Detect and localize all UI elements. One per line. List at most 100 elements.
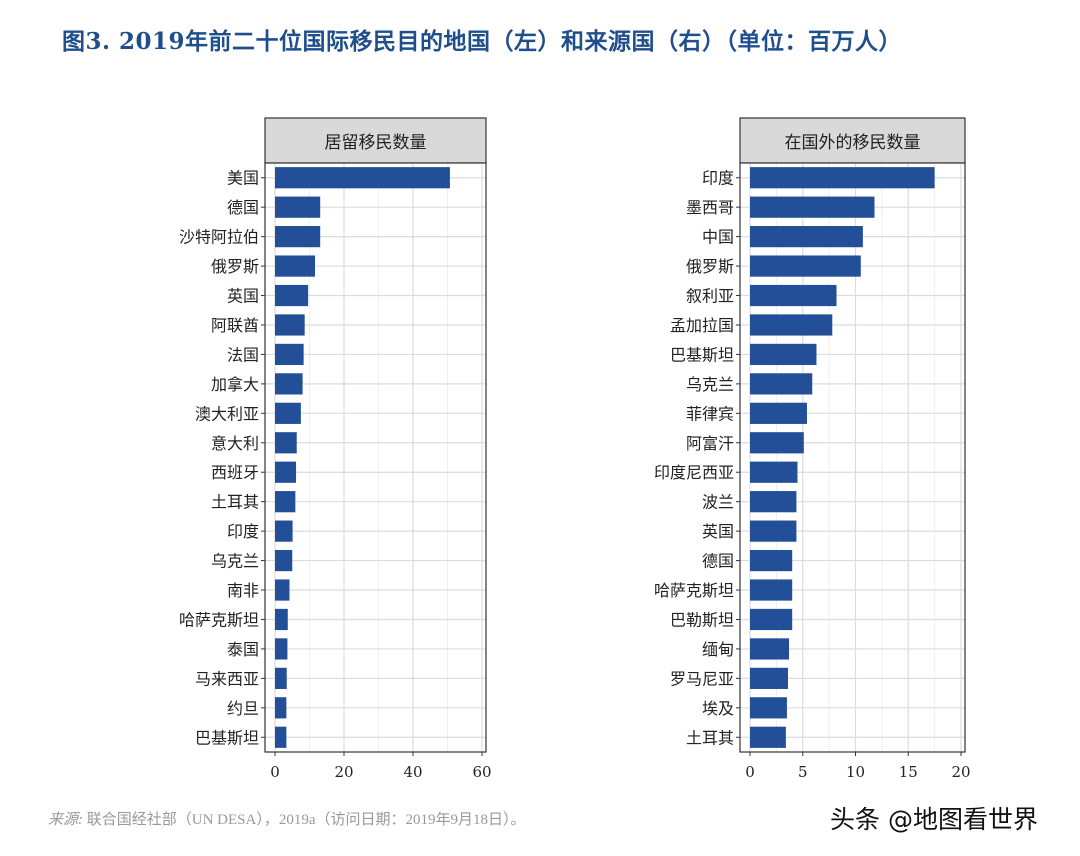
bar-埃及	[750, 697, 787, 719]
x-tick-label: 20	[951, 763, 970, 781]
y-tick-label: 印度尼西亚	[654, 463, 734, 482]
bar-阿联酋	[275, 314, 305, 336]
y-tick-label: 南非	[227, 581, 259, 600]
bar-乌克兰	[750, 373, 813, 395]
bar-巴勒斯坦	[750, 608, 793, 631]
y-tick-label: 英国	[702, 522, 734, 541]
y-tick-label: 加拿大	[211, 375, 259, 394]
y-tick-label: 西班牙	[211, 463, 259, 482]
y-tick-label: 印度	[227, 522, 259, 541]
y-tick-label: 孟加拉国	[670, 316, 734, 335]
bar-波兰	[750, 491, 797, 513]
bar-土耳其	[275, 491, 296, 513]
bar-哈萨克斯坦	[750, 579, 793, 601]
bar-美国	[275, 167, 450, 189]
bar-加拿大	[275, 373, 303, 395]
bar-乌克兰	[275, 549, 293, 572]
y-tick-label: 巴基斯坦	[195, 728, 259, 747]
plot-background	[740, 163, 965, 752]
y-tick-label: 乌克兰	[686, 375, 734, 394]
y-tick-label: 菲律宾	[686, 404, 734, 423]
bar-德国	[750, 549, 793, 572]
panel-strip	[739, 117, 966, 164]
bar-俄罗斯	[750, 255, 861, 277]
y-tick-label: 意大利	[211, 434, 259, 453]
y-tick-label: 土耳其	[211, 493, 259, 512]
y-tick-label: 土耳其	[686, 728, 734, 747]
bar-马来西亚	[275, 667, 287, 689]
y-tick-label: 德国	[702, 552, 734, 571]
bar-罗马尼亚	[750, 667, 788, 689]
origin-chart: 在国外的移民数量 0 5 10 15 20 印度墨西哥中国俄罗斯叙利亚孟加拉国巴基斯坦乌克兰…	[654, 117, 971, 781]
bar-土耳其	[750, 726, 786, 748]
x-tick-label: 40	[403, 763, 422, 781]
figure-title: 图3. 2019年前二十位国际移民目的地国（左）和来源国（右）（单位：百万人）	[62, 28, 903, 55]
destination-chart: 居留移民数量 0 20 40 60 美国德国沙特阿拉伯俄罗斯英国阿联酋法国加拿大澳大利亚意…	[179, 117, 492, 781]
bar-印度	[750, 167, 935, 189]
bar-约旦	[275, 697, 287, 719]
y-tick-label: 沙特阿拉伯	[179, 228, 259, 247]
bar-沙特阿拉伯	[275, 226, 321, 248]
y-tick-label: 罗马尼亚	[670, 669, 734, 688]
y-tick-label: 澳大利亚	[195, 404, 259, 423]
source-text: 联合国经社部（UN DESA），2019a（访问日期：2019年9月18日）。	[86, 812, 526, 828]
bar-印度	[275, 520, 293, 542]
bar-意大利	[275, 432, 297, 454]
bar-德国	[275, 196, 321, 218]
x-tick-label: 0	[745, 763, 755, 781]
bar-缅甸	[750, 638, 790, 660]
panel-strip	[264, 117, 487, 164]
y-tick-label: 哈萨克斯坦	[654, 581, 734, 600]
y-tick-label: 英国	[227, 287, 259, 306]
bar-阿富汗	[750, 432, 804, 454]
y-tick-label: 印度	[702, 169, 734, 188]
y-tick-label: 马来西亚	[195, 669, 259, 688]
y-tick-label: 美国	[227, 169, 259, 188]
bar-印度尼西亚	[750, 461, 798, 483]
y-tick-label: 埃及	[702, 699, 734, 718]
y-tick-label: 巴基斯坦	[670, 345, 734, 364]
y-tick-label: 俄罗斯	[211, 257, 259, 276]
y-tick-label: 泰国	[227, 640, 259, 659]
y-tick-label: 俄罗斯	[686, 257, 734, 276]
plot-background	[265, 163, 486, 752]
y-tick-label: 乌克兰	[211, 552, 259, 571]
x-tick-label: 10	[846, 763, 865, 781]
bar-菲律宾	[750, 402, 807, 424]
x-tick-label: 20	[334, 763, 353, 781]
bar-南非	[275, 579, 290, 601]
y-tick-label: 缅甸	[702, 640, 734, 659]
panel-title: 在国外的移民数量	[785, 133, 921, 153]
y-tick-label: 波兰	[702, 493, 734, 512]
y-tick-label: 中国	[702, 228, 734, 247]
x-tick-label: 15	[899, 763, 918, 781]
y-tick-label: 叙利亚	[686, 287, 734, 306]
y-tick-label: 阿富汗	[686, 434, 734, 453]
source-note: 来源: 联合国经社部（UN DESA），2019a（访问日期：2019年9月18…	[48, 808, 526, 829]
x-tick-label: 60	[472, 763, 491, 781]
y-tick-label: 墨西哥	[686, 198, 734, 217]
source-label: 来源:	[48, 812, 83, 828]
bar-中国	[750, 226, 863, 248]
bar-英国	[750, 520, 797, 542]
y-tick-label: 法国	[227, 345, 259, 364]
y-tick-label: 阿联酋	[211, 316, 259, 335]
bar-孟加拉国	[750, 314, 833, 336]
watermark: 头条 @地图看世界	[830, 805, 1038, 834]
y-tick-label: 约旦	[227, 699, 259, 718]
bar-澳大利亚	[275, 402, 301, 424]
plot-border	[739, 162, 966, 753]
bar-俄罗斯	[275, 255, 316, 277]
y-tick-label: 哈萨克斯坦	[179, 610, 259, 629]
bar-巴基斯坦	[275, 726, 287, 748]
panel-title: 居留移民数量	[325, 133, 427, 153]
x-tick-label: 0	[270, 763, 280, 781]
bar-叙利亚	[750, 284, 837, 307]
bar-泰国	[275, 638, 288, 660]
bar-巴基斯坦	[750, 343, 817, 366]
y-tick-label: 巴勒斯坦	[670, 610, 734, 629]
y-tick-label: 德国	[227, 198, 259, 217]
bar-法国	[275, 343, 304, 366]
